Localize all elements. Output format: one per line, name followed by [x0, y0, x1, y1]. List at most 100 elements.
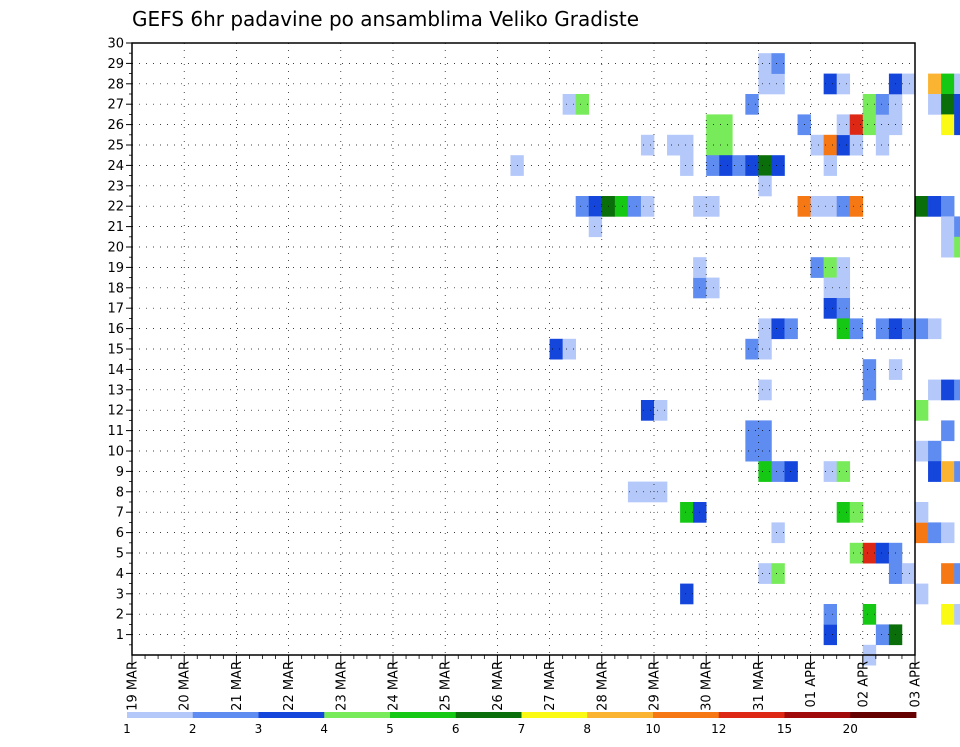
y-tick-label: 1: [116, 628, 124, 643]
precip-cell: [915, 400, 929, 421]
precip-cell: [680, 155, 694, 176]
x-tick-label: 24 MAR: [387, 661, 402, 711]
precip-cell: [575, 94, 590, 115]
precip-cell: [862, 94, 877, 115]
y-tick-label: 16: [107, 322, 124, 337]
precip-cell: [941, 604, 955, 625]
precip-cell: [745, 420, 759, 442]
precip-cell: [719, 155, 733, 176]
y-tick-label: 17: [107, 302, 124, 317]
x-tick-label: 30 MAR: [700, 661, 715, 711]
legend-swatch: [455, 712, 522, 718]
precip-cell: [588, 196, 603, 217]
precip-cell: [758, 155, 772, 176]
legend-swatch: [718, 712, 785, 718]
x-tick-label: 21 MAR: [230, 661, 245, 711]
precip-cell: [928, 318, 942, 340]
precip-cell: [928, 379, 942, 401]
precip-cell: [836, 257, 851, 278]
y-tick-label: 15: [107, 343, 124, 358]
precip-cell: [941, 114, 955, 136]
precip-cell: [875, 318, 890, 340]
precip-cell: [954, 94, 960, 115]
precip-cell: [954, 379, 960, 401]
x-axis: 19 MAR 20 MAR 21 MAR 22 MAR 23 MAR 24 MAR 25 M…: [126, 655, 924, 711]
precip-cell: [862, 114, 877, 136]
precip-cell: [836, 134, 851, 156]
legend-label: 3: [255, 722, 263, 736]
y-tick-label: 28: [107, 77, 124, 92]
y-tick-label: 13: [107, 383, 124, 398]
x-tick-label: 27 MAR: [543, 661, 558, 711]
x-tick-label: 25 MAR: [439, 661, 454, 711]
precip-cell: [575, 196, 590, 217]
y-tick-label: 29: [107, 57, 124, 72]
precip-cell: [941, 236, 955, 258]
legend-swatch: [258, 712, 325, 718]
precip-cell: [862, 604, 877, 625]
precip-cell: [862, 359, 877, 380]
precip-cell: [745, 338, 759, 360]
precip-cell: [901, 318, 916, 340]
y-tick-label: 23: [107, 179, 124, 194]
x-tick-label: 20 MAR: [178, 661, 193, 711]
precip-cell: [823, 624, 837, 646]
precip-cell: [627, 196, 642, 217]
precip-cell: [823, 604, 837, 625]
precip-cell: [849, 114, 864, 136]
legend-label: 10: [645, 722, 660, 736]
precip-cell: [654, 400, 668, 421]
precip-cell: [836, 114, 851, 136]
precip-cell: [680, 502, 694, 523]
precip-cell: [640, 196, 655, 217]
y-tick-label: 20: [107, 241, 124, 256]
precip-cell: [758, 461, 772, 482]
precip-cell: [875, 134, 890, 156]
precip-cell: [562, 94, 576, 115]
precip-cell: [836, 461, 851, 482]
legend-label: 20: [843, 722, 858, 736]
precip-cell: [849, 196, 864, 217]
precip-cell: [823, 461, 837, 482]
precip-cell: [941, 461, 955, 482]
precip-cell: [758, 53, 772, 74]
precip-cell: [849, 318, 864, 340]
precip-cell: [719, 114, 733, 136]
y-tick-label: 7: [116, 506, 124, 521]
precip-cell: [954, 604, 960, 625]
precip-cell: [836, 298, 851, 319]
y-tick-label: 5: [116, 547, 124, 562]
precip-cell: [758, 563, 772, 584]
precip-cell: [941, 563, 955, 584]
precip-cell: [732, 155, 746, 176]
precip-cell: [706, 196, 720, 217]
precip-cell: [706, 155, 720, 176]
precip-cell: [849, 542, 864, 564]
legend-swatch: [653, 712, 720, 718]
precip-cell: [954, 216, 960, 238]
precip-cell: [758, 338, 772, 360]
precip-cell: [928, 196, 942, 217]
y-tick-label: 18: [107, 281, 124, 296]
precip-cell: [836, 502, 851, 523]
legend-label: 6: [452, 722, 460, 736]
precip-cell: [823, 134, 837, 156]
y-tick-label: 21: [107, 220, 124, 235]
x-tick-label: 19 MAR: [126, 661, 141, 711]
precip-cell: [941, 196, 955, 217]
precip-cell: [836, 73, 851, 95]
legend-label: 2: [189, 722, 197, 736]
precip-cell: [901, 563, 916, 584]
precip-cell: [941, 379, 955, 401]
precip-cell: [862, 542, 877, 564]
precip-cell: [588, 216, 603, 238]
legend-label: 5: [386, 722, 394, 736]
precip-cell: [784, 461, 798, 482]
precip-cell: [706, 277, 720, 299]
legend-swatch: [192, 712, 259, 718]
precip-cell: [771, 155, 785, 176]
precip-cell: [823, 196, 837, 217]
precip-cell: [810, 134, 824, 156]
precip-cell: [915, 440, 929, 462]
legend-swatch: [324, 712, 391, 718]
